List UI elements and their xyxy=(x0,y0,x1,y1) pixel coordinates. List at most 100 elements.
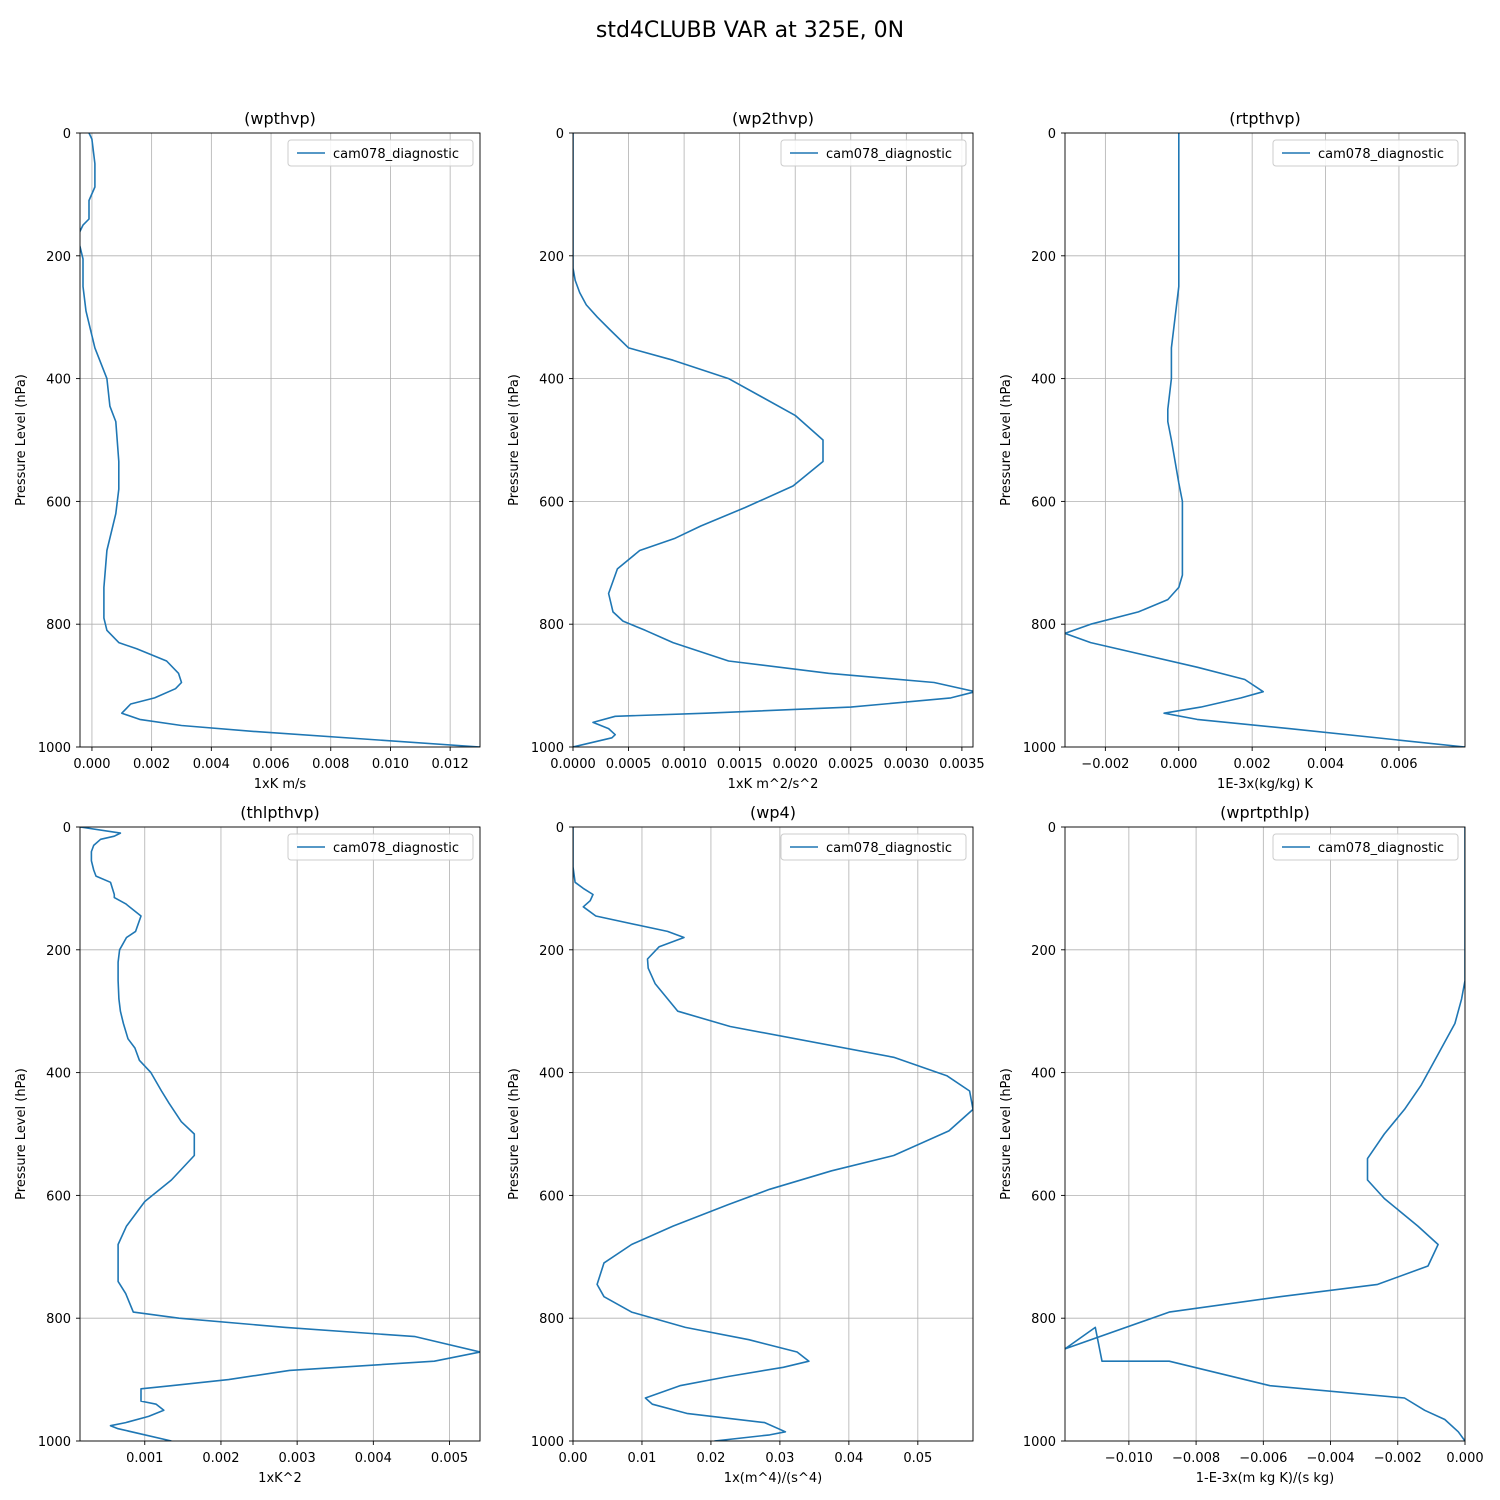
y-tick-label: 200 xyxy=(539,944,564,959)
legend-entry-label: cam078_diagnostic xyxy=(826,841,952,856)
axes-frame xyxy=(1064,132,1466,748)
legend-entry-label: cam078_diagnostic xyxy=(1318,147,1444,162)
panel-4: 0.001 0.002 0.003 0.004 0.005 0 200 400 600 800 10… xyxy=(14,803,481,1486)
x-tick-label: 0.0020 xyxy=(772,757,818,772)
x-tick-label: 0.006 xyxy=(1380,757,1417,772)
x-axis-label: 1-E-3x(m kg K)/(s kg) xyxy=(1196,1471,1334,1486)
y-tick-label: 0 xyxy=(63,127,71,142)
x-tick-label: 0.002 xyxy=(1234,757,1271,772)
axes-frame xyxy=(79,132,481,748)
x-tick-label: −0.010 xyxy=(1105,1451,1153,1466)
x-tick-label: 0.006 xyxy=(252,757,289,772)
y-axis-label: Pressure Level (hPa) xyxy=(14,1068,29,1200)
x-axis-label: 1xK m^2/s^2 xyxy=(728,777,819,792)
x-tick-label: 0.05 xyxy=(903,1451,932,1466)
y-tick-label: 200 xyxy=(1031,944,1056,959)
x-tick-label: 0.010 xyxy=(372,757,409,772)
legend-box xyxy=(780,139,967,167)
series-line-cam078_diagnostic xyxy=(1065,133,1465,747)
panel-5: 0.00 0.01 0.02 0.03 0.04 0.05 0 200 400 600 800 100… xyxy=(507,803,974,1486)
axes-frame xyxy=(79,826,481,1442)
x-tick-label: −0.008 xyxy=(1172,1451,1220,1466)
panel-1: 0.000 0.002 0.004 0.006 0.008 0.010 0.012 0 200 4… xyxy=(14,109,481,792)
y-tick-label: 800 xyxy=(46,1312,71,1327)
x-tick-label: 0.0030 xyxy=(884,757,930,772)
y-axis-label: Pressure Level (hPa) xyxy=(999,1068,1014,1200)
y-tick-label: 800 xyxy=(46,618,71,633)
legend-box xyxy=(287,833,474,861)
legend-box xyxy=(780,833,967,861)
x-tick-label: 0.001 xyxy=(126,1451,163,1466)
y-axis-label: Pressure Level (hPa) xyxy=(507,374,522,506)
x-tick-label: 0.000 xyxy=(73,757,110,772)
y-tick-label: 200 xyxy=(46,250,71,265)
x-tick-label: 0.04 xyxy=(834,1451,863,1466)
y-tick-label: 1000 xyxy=(38,1435,71,1450)
legend-box xyxy=(1272,833,1459,861)
y-tick-label: 600 xyxy=(46,1189,71,1204)
panel-title: (rtpthvp) xyxy=(1229,109,1301,128)
panel-6: −0.010 −0.008 −0.006 −0.004 −0.002 0.000 0 200 4… xyxy=(999,803,1484,1486)
y-tick-label: 400 xyxy=(1031,1067,1056,1082)
y-tick-label: 400 xyxy=(46,373,71,388)
series-line-cam078_diagnostic xyxy=(1065,827,1465,1441)
y-tick-label: 0 xyxy=(556,127,564,142)
x-tick-label: −0.002 xyxy=(1374,1451,1422,1466)
y-tick-label: 0 xyxy=(63,821,71,836)
legend-entry-label: cam078_diagnostic xyxy=(333,147,459,162)
x-tick-label: 0.0025 xyxy=(828,757,874,772)
x-tick-label: 0.03 xyxy=(765,1451,794,1466)
y-tick-label: 600 xyxy=(46,495,71,510)
series-line-cam078_diagnostic xyxy=(80,827,480,1441)
legend-box xyxy=(1272,139,1459,167)
y-tick-label: 1000 xyxy=(531,741,564,756)
y-tick-label: 200 xyxy=(539,250,564,265)
axes-frame xyxy=(1064,826,1466,1442)
panel-title: (wp2thvp) xyxy=(732,109,814,128)
panel-title: (wp4) xyxy=(750,803,796,822)
x-tick-label: 0.0000 xyxy=(550,757,596,772)
y-tick-label: 0 xyxy=(1048,821,1056,836)
x-tick-label: 0.008 xyxy=(312,757,349,772)
x-axis-label: 1E-3x(kg/kg) K xyxy=(1217,777,1313,792)
x-tick-label: 0.00 xyxy=(559,1451,588,1466)
x-tick-label: 0.0005 xyxy=(606,757,652,772)
x-tick-label: 0.0015 xyxy=(717,757,763,772)
x-tick-label: 0.005 xyxy=(431,1451,468,1466)
y-tick-label: 1000 xyxy=(1023,1435,1056,1450)
axes-frame xyxy=(572,132,974,748)
legend-entry-label: cam078_diagnostic xyxy=(826,147,952,162)
y-tick-label: 1000 xyxy=(531,1435,564,1450)
x-tick-label: −0.002 xyxy=(1081,757,1129,772)
x-tick-label: 0.004 xyxy=(1307,757,1344,772)
x-tick-label: 0.0035 xyxy=(939,757,985,772)
panel-2: 0.0000 0.0005 0.0010 0.0015 0.0020 0.0025 0.00… xyxy=(507,109,985,792)
x-tick-label: −0.004 xyxy=(1306,1451,1354,1466)
x-axis-label: 1xK^2 xyxy=(258,1471,302,1486)
x-tick-label: 0.02 xyxy=(696,1451,725,1466)
x-tick-label: 0.000 xyxy=(1160,757,1197,772)
y-axis-label: Pressure Level (hPa) xyxy=(999,374,1014,506)
legend-entry-label: cam078_diagnostic xyxy=(333,841,459,856)
y-tick-label: 400 xyxy=(46,1067,71,1082)
panel-title: (thlpthvp) xyxy=(240,803,320,822)
panel-title: (wpthvp) xyxy=(244,109,316,128)
y-tick-label: 200 xyxy=(1031,250,1056,265)
series-line-cam078_diagnostic xyxy=(80,133,480,747)
y-tick-label: 1000 xyxy=(1023,741,1056,756)
series-line-cam078_diagnostic xyxy=(573,133,973,747)
y-tick-label: 0 xyxy=(556,821,564,836)
x-axis-label: 1x(m^4)/(s^4) xyxy=(724,1471,822,1486)
y-tick-label: 1000 xyxy=(38,741,71,756)
y-tick-label: 800 xyxy=(539,1312,564,1327)
y-tick-label: 600 xyxy=(1031,495,1056,510)
panel-3: −0.002 0.000 0.002 0.004 0.006 0 200 400 600 800 1… xyxy=(999,109,1466,792)
x-tick-label: 0.002 xyxy=(133,757,170,772)
x-tick-label: 0.004 xyxy=(193,757,230,772)
y-tick-label: 400 xyxy=(1031,373,1056,388)
x-tick-label: −0.006 xyxy=(1239,1451,1287,1466)
legend-box xyxy=(287,139,474,167)
x-axis-label: 1xK m/s xyxy=(254,777,307,792)
x-tick-label: 0.012 xyxy=(432,757,469,772)
y-tick-label: 600 xyxy=(539,1189,564,1204)
